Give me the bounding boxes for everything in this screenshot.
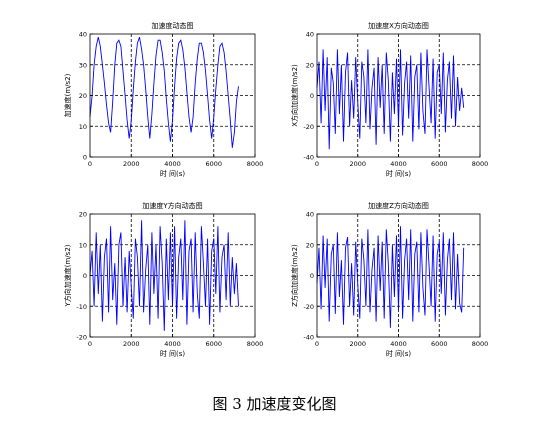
y-axis-label: Z方向加速度(m/s2)	[290, 244, 299, 307]
x-tick-label: 0	[315, 160, 319, 168]
x-tick-label: 8000	[472, 160, 489, 168]
x-tick-label: 6000	[205, 340, 222, 348]
y-axis-label: X方向加速度(m/s2)	[290, 64, 299, 127]
y-tick-label: -20	[76, 334, 87, 342]
y-tick-label: -20	[303, 123, 314, 131]
y-tick-label: -40	[303, 154, 314, 162]
y-axis-label: Y方向加速度(m/s2)	[63, 244, 72, 307]
x-tick-label: 4000	[390, 340, 407, 348]
x-tick-label: 6000	[205, 160, 222, 168]
y-tick-label: -40	[303, 334, 314, 342]
data-series-line	[89, 36, 239, 148]
data-series-line	[89, 220, 239, 331]
y-tick-label: -10	[76, 303, 87, 311]
x-tick-label: 8000	[472, 340, 489, 348]
y-tick-label: 20	[306, 241, 314, 249]
x-tick-label: 4000	[164, 340, 181, 348]
x-tick-label: 2000	[349, 160, 366, 168]
y-tick-label: 10	[79, 123, 87, 131]
y-tick-label: 30	[79, 61, 87, 69]
x-tick-label: 2000	[349, 340, 366, 348]
data-series-line	[316, 49, 465, 150]
x-axis-label: 时 间(s)	[160, 349, 186, 358]
x-axis-label: 时 间(s)	[160, 169, 186, 178]
y-tick-label: 0	[83, 154, 87, 162]
y-tick-label: 20	[79, 211, 87, 219]
x-tick-label: 0	[315, 340, 319, 348]
y-tick-label: 20	[306, 61, 314, 69]
y-tick-label: 20	[79, 92, 87, 100]
y-tick-label: 10	[79, 241, 87, 249]
y-axis-label: 加速度(m/s2)	[63, 73, 72, 117]
y-tick-label: 40	[306, 211, 314, 219]
figure-caption: 图 3 加速度变化图	[212, 395, 337, 413]
x-tick-label: 2000	[123, 160, 140, 168]
y-tick-label: -20	[303, 303, 314, 311]
y-tick-label: 0	[83, 272, 87, 280]
subplot-title: 加速度Z方向动态图	[368, 201, 429, 210]
y-tick-label: 0	[310, 92, 314, 100]
x-tick-label: 6000	[431, 340, 448, 348]
x-tick-label: 4000	[164, 160, 181, 168]
x-tick-label: 8000	[247, 340, 264, 348]
subplot-title: 加速度Y方向动态图	[142, 201, 202, 210]
y-tick-label: 40	[79, 31, 87, 39]
data-series-line	[316, 226, 465, 328]
subplot-title: 加速度动态图	[152, 21, 194, 30]
x-tick-label: 8000	[247, 160, 264, 168]
x-axis-label: 时 间(s)	[386, 169, 412, 178]
y-tick-label: 40	[306, 31, 314, 39]
y-tick-label: 0	[310, 272, 314, 280]
x-axis-label: 时 间(s)	[386, 349, 412, 358]
x-tick-label: 0	[88, 340, 92, 348]
x-tick-label: 0	[88, 160, 92, 168]
subplot-title: 加速度X方向动态图	[368, 21, 429, 30]
x-tick-label: 2000	[123, 340, 140, 348]
x-tick-label: 6000	[431, 160, 448, 168]
x-tick-label: 4000	[390, 160, 407, 168]
